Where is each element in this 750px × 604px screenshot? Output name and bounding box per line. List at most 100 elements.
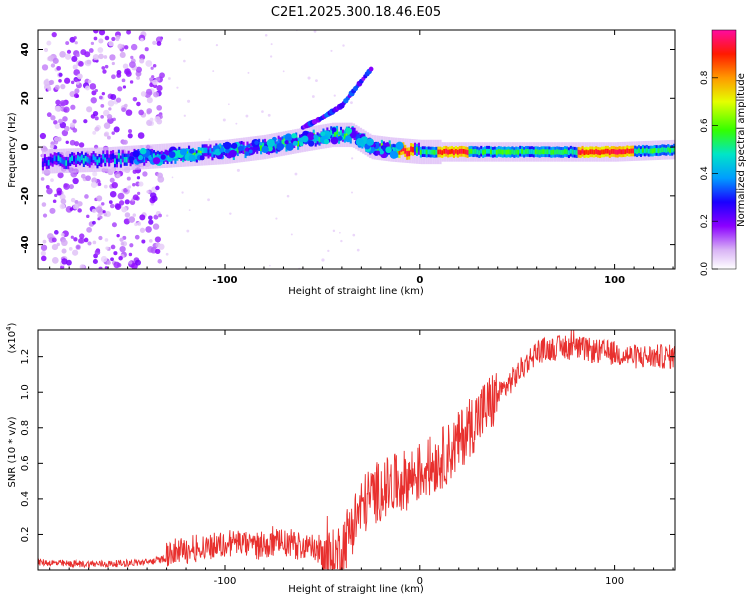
spectral-sample: [618, 149, 621, 154]
spectral-sample: [49, 144, 55, 149]
spectral-sample: [86, 214, 90, 219]
spectral-sample: [152, 63, 157, 68]
spectral-sample: [651, 148, 654, 154]
spectral-sample: [98, 95, 103, 100]
spectral-sample: [450, 148, 454, 154]
colorbar-ticks: 0.0 0.2 0.4 0.6 0.8: [700, 70, 718, 276]
spectral-sample: [51, 243, 59, 251]
spectral-sample: [429, 149, 432, 155]
spectral-sample: [65, 160, 68, 166]
spectral-sample: [132, 213, 137, 217]
spectral-sample: [433, 150, 436, 155]
spectral-sample: [152, 79, 158, 86]
spectral-sample: [77, 208, 82, 213]
spectral-sample: [554, 149, 557, 155]
spectral-sample: [61, 248, 67, 254]
spectral-sample: [649, 148, 652, 154]
spectral-sample: [118, 255, 123, 261]
spectral-sample: [155, 185, 160, 191]
spectral-sample: [111, 131, 115, 135]
spectral-sample: [56, 242, 60, 247]
spectral-sample: [139, 147, 147, 155]
x-tick-label: 0: [416, 275, 423, 286]
spectral-sample: [64, 125, 70, 132]
spectral-sample: [120, 241, 125, 246]
spectral-sample: [108, 40, 114, 47]
spectral-sample: [115, 158, 119, 165]
spectral-sample: [526, 149, 530, 154]
spectral-sample: [569, 148, 572, 154]
spectral-sample: [203, 147, 206, 154]
spectral-sample: [573, 149, 576, 155]
spectral-sample: [156, 118, 163, 125]
spectral-sample: [581, 148, 584, 154]
spectral-sample: [51, 31, 57, 38]
spectral-sample: [669, 148, 672, 153]
spectral-sample: [507, 149, 510, 155]
spectral-sample: [546, 149, 549, 155]
spectral-sample: [301, 135, 309, 143]
spectral-sample: [105, 246, 109, 250]
spectral-sample: [111, 74, 116, 80]
spectral-sample: [102, 69, 107, 74]
spectral-sample: [330, 136, 339, 145]
spectral-sample: [53, 230, 59, 235]
spectral-sample: [417, 146, 420, 152]
spectral-sample: [307, 76, 311, 80]
spectral-sample: [149, 117, 154, 122]
spectral-sample: [273, 143, 276, 150]
spectral-sample: [151, 195, 158, 202]
spectral-sample: [41, 161, 44, 167]
spectral-sample: [375, 150, 381, 155]
spectral-sample: [155, 248, 161, 255]
spectral-sample: [99, 215, 103, 220]
spectral-sample: [178, 38, 182, 42]
spectral-sample: [94, 126, 100, 132]
spectral-sample: [431, 149, 434, 155]
spectral-sample: [396, 148, 399, 155]
spectral-sample: [127, 154, 130, 160]
spectral-sample: [134, 259, 141, 266]
spectral-sample: [511, 149, 514, 155]
spectral-sample: [73, 36, 77, 40]
spectral-sample: [106, 135, 111, 140]
spectral-sample: [79, 233, 85, 239]
y-tick-label: 40: [20, 43, 31, 57]
spectral-sample: [92, 111, 99, 117]
spectral-sample: [558, 149, 561, 155]
spectral-sample: [342, 44, 345, 47]
spectral-sample: [228, 103, 230, 106]
spectral-sample: [632, 148, 635, 154]
spectral-sample: [589, 149, 592, 155]
spectral-sample: [150, 152, 154, 158]
spectral-sample: [132, 183, 136, 187]
spectral-sample: [277, 139, 280, 145]
spectral-sample: [94, 156, 97, 163]
spectral-sample: [119, 237, 124, 242]
y-tick-label: 1.2: [20, 349, 31, 365]
spectral-sample: [622, 149, 625, 155]
spectral-sample: [111, 61, 115, 66]
spectral-sample: [659, 148, 662, 153]
spectral-sample: [242, 145, 245, 151]
spectral-sample: [604, 148, 607, 154]
spectral-sample: [608, 150, 611, 155]
spectral-sample: [50, 115, 56, 121]
spectral-sample: [53, 136, 59, 142]
spectral-sample: [136, 75, 141, 80]
spectral-sample: [80, 154, 83, 161]
spectral-sample: [626, 148, 629, 154]
spectral-sample: [191, 151, 194, 157]
spectral-sample: [137, 132, 145, 139]
x-tick-label: -100: [214, 576, 237, 587]
spectral-sample: [231, 142, 238, 149]
spectral-sample: [98, 266, 103, 269]
spectral-sample: [150, 66, 154, 70]
spectral-sample: [211, 151, 214, 157]
spectral-sample: [505, 149, 508, 155]
spectral-sample: [587, 150, 590, 156]
spectral-sample: [503, 149, 506, 155]
spectral-sample: [124, 212, 131, 218]
spectral-sample: [70, 104, 76, 110]
